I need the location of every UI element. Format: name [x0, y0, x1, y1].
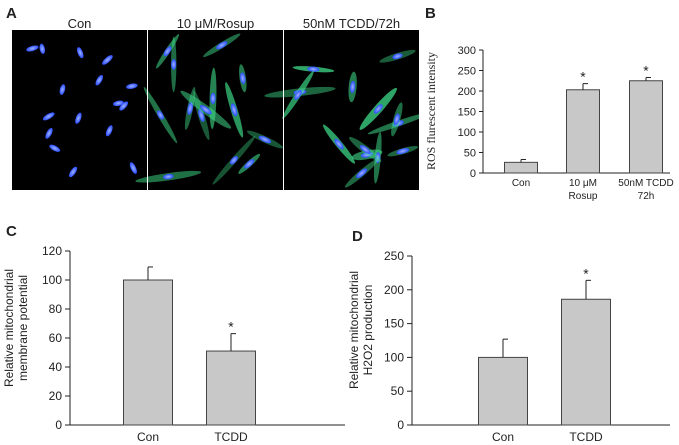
- bar: [478, 356, 528, 426]
- micrograph-tile-2: [264, 30, 429, 190]
- bar: [566, 89, 600, 174]
- micrograph-image: [12, 30, 429, 190]
- y-tick-label: 200: [384, 283, 404, 297]
- significance-marker: *: [583, 265, 589, 281]
- chart-d: 0 50 100 150 200 250 Relative mitochondrialH2O…: [347, 249, 670, 444]
- panel-letter-a: A: [6, 5, 17, 22]
- micrograph-label-tcdd: 50nM TCDD/72h: [302, 16, 401, 31]
- y-tick-label: 120: [42, 244, 62, 258]
- y-tick-label: 0: [55, 418, 62, 432]
- y-tick-label: 250: [458, 66, 476, 78]
- bar: [629, 80, 663, 174]
- bar: [504, 161, 538, 174]
- y-tick-label: 100: [458, 127, 476, 139]
- bar: [123, 279, 173, 426]
- x-tick-label: TCDD: [214, 430, 248, 444]
- panel-letter-c: C: [6, 223, 17, 240]
- chart-b: 0 50 100 150 200 250 300 ROS flurescent intensi…: [424, 45, 674, 202]
- micrograph-tile-1: [135, 30, 284, 190]
- x-tick-label: TCDD: [569, 430, 603, 444]
- y-tick-label: 80: [49, 302, 63, 316]
- x-tick-label: Con: [512, 178, 530, 189]
- significance-marker: *: [643, 62, 649, 78]
- y-tick-label: 150: [458, 107, 476, 119]
- panel-letter-d: D: [352, 228, 363, 245]
- significance-marker: *: [580, 69, 586, 85]
- y-tick-label: 150: [384, 317, 404, 331]
- chart-c: 0 20 40 60 80 100 120 Relative mitochondrialmem…: [2, 244, 345, 444]
- x-tick-label: Con: [492, 430, 514, 444]
- y-tick-label: 200: [458, 86, 476, 98]
- y-tick-label: 0: [397, 418, 404, 432]
- y-tick-label: 50: [464, 148, 476, 160]
- y-tick-label: 100: [384, 350, 404, 364]
- y-tick-label: 20: [49, 389, 63, 403]
- y-axis-label: ROS flurescent intensity: [424, 52, 438, 170]
- y-axis-label: Relative mitochondrialmembrane potential: [2, 269, 30, 387]
- y-tick-label: 0: [470, 168, 476, 180]
- y-axis-label: Relative mitochondrialH2O2 production: [347, 271, 375, 389]
- x-tick-label: 50nM TCDD 72h: [618, 178, 673, 202]
- y-tick-label: 60: [49, 331, 63, 345]
- y-tick-label: 40: [49, 360, 63, 374]
- bar: [561, 298, 611, 426]
- y-tick-label: 100: [42, 273, 62, 287]
- y-tick-label: 300: [458, 45, 476, 57]
- micrograph-tile-0: [12, 30, 147, 190]
- micrograph-label-rosup: 10 μM/Rosup: [176, 16, 255, 31]
- bar: [206, 350, 256, 426]
- panel-letter-b: B: [425, 5, 436, 22]
- x-tick-label: Con: [137, 430, 159, 444]
- y-tick-label: 50: [391, 384, 405, 398]
- micrograph-strip: [12, 30, 429, 190]
- micrograph-label-con: Con: [67, 16, 92, 31]
- significance-marker: *: [228, 319, 234, 335]
- x-tick-label: 10 μM Rosup: [569, 178, 598, 202]
- y-tick-label: 250: [384, 249, 404, 263]
